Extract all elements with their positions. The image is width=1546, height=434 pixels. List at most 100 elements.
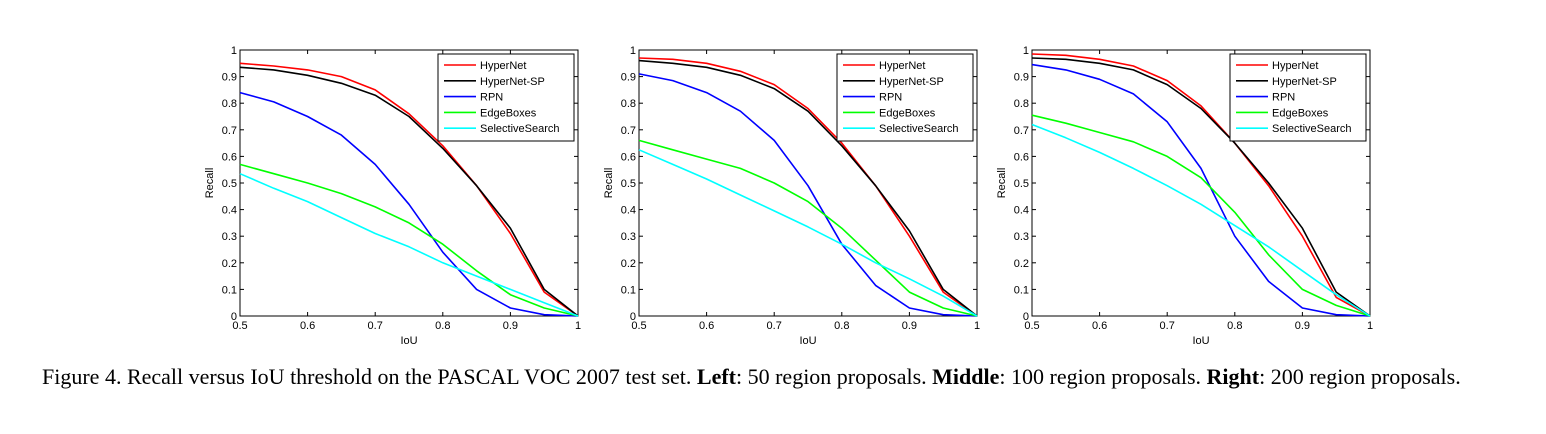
series-line-rpn — [239, 91, 579, 317]
x-tick-label: 0.6 — [300, 320, 315, 332]
x-axis-label: IoU — [400, 335, 417, 347]
chart-panel-3: 0.5 0.6 0.7 0.8 0.9 1 0 0.1 0.2 0.3 0.4 0.5 0.6 0.7 0.… — [996, 45, 1373, 347]
y-tick-label: 1 — [231, 45, 237, 57]
y-tick-label: 0.6 — [621, 151, 636, 163]
legend-box — [437, 53, 575, 142]
legend-box — [836, 53, 974, 142]
series-line-edgeboxes — [239, 163, 579, 317]
y-tick-label: 0.2 — [621, 258, 636, 270]
y-tick-label: 0.1 — [621, 284, 636, 296]
x-tick-label: 0.9 — [503, 320, 518, 332]
legend-label: HyperNet-SP — [480, 76, 545, 88]
y-tick-label: 0.7 — [1014, 125, 1029, 137]
series-line-hypernet-sp — [638, 59, 978, 317]
y-tick-label: 0.6 — [1014, 151, 1029, 163]
y-axis-label: Recall — [603, 168, 615, 199]
series-line-hypernet — [638, 57, 978, 317]
y-tick-label: 0.3 — [222, 231, 237, 243]
x-tick-label: 1 — [575, 320, 581, 332]
legend-box — [1229, 53, 1367, 142]
x-tick-label: 0.6 — [699, 320, 714, 332]
y-axis-label: Recall — [996, 168, 1008, 199]
y-tick-label: 0.2 — [1014, 258, 1029, 270]
chart-panel-2: 0.5 0.6 0.7 0.8 0.9 1 0 0.1 0.2 0.3 0.4 0.5 0.6 0.7 0.… — [603, 45, 980, 347]
x-tick-label: 0.7 — [1160, 320, 1175, 332]
x-tick-label: 0.6 — [1092, 320, 1107, 332]
x-tick-label: 0.9 — [1295, 320, 1310, 332]
y-tick-label: 0.8 — [1014, 98, 1029, 110]
series-line-rpn — [1031, 63, 1371, 317]
legend-label: HyperNet — [480, 60, 526, 72]
caption-left-label: Left — [696, 364, 736, 389]
caption-left-text: : 50 region proposals. — [735, 364, 933, 389]
caption-main-text: Recall versus IoU threshold on the PASCA… — [121, 364, 697, 389]
series-line-hypernet-sp — [1031, 57, 1371, 317]
y-axis-label: Recall — [204, 168, 216, 199]
y-tick-label: 0 — [1023, 311, 1029, 323]
legend-label: RPN — [480, 92, 503, 104]
series-line-edgeboxes — [1031, 114, 1371, 317]
y-tick-label: 0 — [231, 311, 237, 323]
y-tick-label: 0.5 — [222, 178, 237, 190]
y-tick-label: 0.3 — [1014, 231, 1029, 243]
y-tick-label: 0.3 — [621, 231, 636, 243]
y-tick-label: 0.1 — [222, 284, 237, 296]
caption-right-text: : 200 region proposals. — [1259, 364, 1461, 389]
y-tick-label: 0.9 — [621, 72, 636, 84]
x-tick-label: 0.7 — [368, 320, 383, 332]
y-tick-label: 1 — [1023, 45, 1029, 57]
x-tick-label: 0.7 — [767, 320, 782, 332]
series-line-edgeboxes — [638, 139, 978, 317]
y-tick-label: 0 — [630, 311, 636, 323]
y-tick-label: 0.7 — [621, 125, 636, 137]
y-tick-label: 0.6 — [222, 151, 237, 163]
y-tick-label: 0.9 — [222, 72, 237, 84]
y-tick-label: 0.1 — [1014, 284, 1029, 296]
series-line-selectivesearch — [239, 172, 579, 317]
legend-label: SelectiveSearch — [480, 123, 560, 135]
legend-label: HyperNet — [879, 60, 925, 72]
legend-label: SelectiveSearch — [879, 123, 959, 135]
x-tick-label: 1 — [974, 320, 980, 332]
chart-panel-1: 0.5 0.6 0.7 0.8 0.9 1 0 0.1 0.2 0.3 0.4 0.5 0.6 0.7 0.… — [204, 45, 581, 347]
legend-label: EdgeBoxes — [879, 107, 936, 119]
series-line-selectivesearch — [1031, 123, 1371, 317]
y-tick-label: 0.9 — [1014, 72, 1029, 84]
y-tick-label: 0.5 — [621, 178, 636, 190]
figure-caption: Figure 4. Recall versus IoU threshold on… — [42, 362, 1532, 392]
legend-label: SelectiveSearch — [1272, 123, 1352, 135]
legend-label: EdgeBoxes — [480, 107, 537, 119]
x-tick-label: 0.8 — [834, 320, 849, 332]
y-tick-label: 0.8 — [621, 98, 636, 110]
legend-label: HyperNet-SP — [1272, 76, 1337, 88]
legend-label: RPN — [879, 92, 902, 104]
x-tick-label: 0.5 — [631, 320, 646, 332]
y-tick-label: 0.4 — [621, 205, 636, 217]
charts-figure: 0.5 0.6 0.7 0.8 0.9 1 0 0.1 0.2 0.3 0.4 0.5 0.6 0.7 0.… — [204, 45, 1373, 347]
y-tick-label: 1 — [630, 45, 636, 57]
legend-label: HyperNet — [1272, 60, 1318, 72]
x-tick-label: 0.5 — [1024, 320, 1039, 332]
y-tick-label: 0.2 — [222, 258, 237, 270]
series-line-rpn — [638, 73, 978, 317]
y-tick-label: 0.5 — [1014, 178, 1029, 190]
series-line-hypernet-sp — [239, 66, 579, 317]
y-tick-label: 0.4 — [1014, 205, 1029, 217]
x-tick-label: 0.8 — [435, 320, 450, 332]
legend-label: RPN — [1272, 92, 1295, 104]
caption-middle-text: : 100 region proposals. — [999, 364, 1207, 389]
caption-middle-label: Middle — [932, 364, 1000, 389]
legend-label: HyperNet-SP — [879, 76, 944, 88]
x-axis-label: IoU — [799, 335, 816, 347]
y-tick-label: 0.4 — [222, 205, 237, 217]
x-axis-label: IoU — [1192, 335, 1209, 347]
y-tick-label: 0.7 — [222, 125, 237, 137]
legend-label: EdgeBoxes — [1272, 107, 1329, 119]
y-tick-label: 0.8 — [222, 98, 237, 110]
series-line-selectivesearch — [638, 149, 978, 317]
x-tick-label: 0.5 — [232, 320, 247, 332]
series-line-hypernet — [239, 62, 579, 317]
caption-right-label: Right — [1206, 364, 1260, 389]
series-line-hypernet — [1031, 53, 1371, 317]
x-tick-label: 0.9 — [902, 320, 917, 332]
